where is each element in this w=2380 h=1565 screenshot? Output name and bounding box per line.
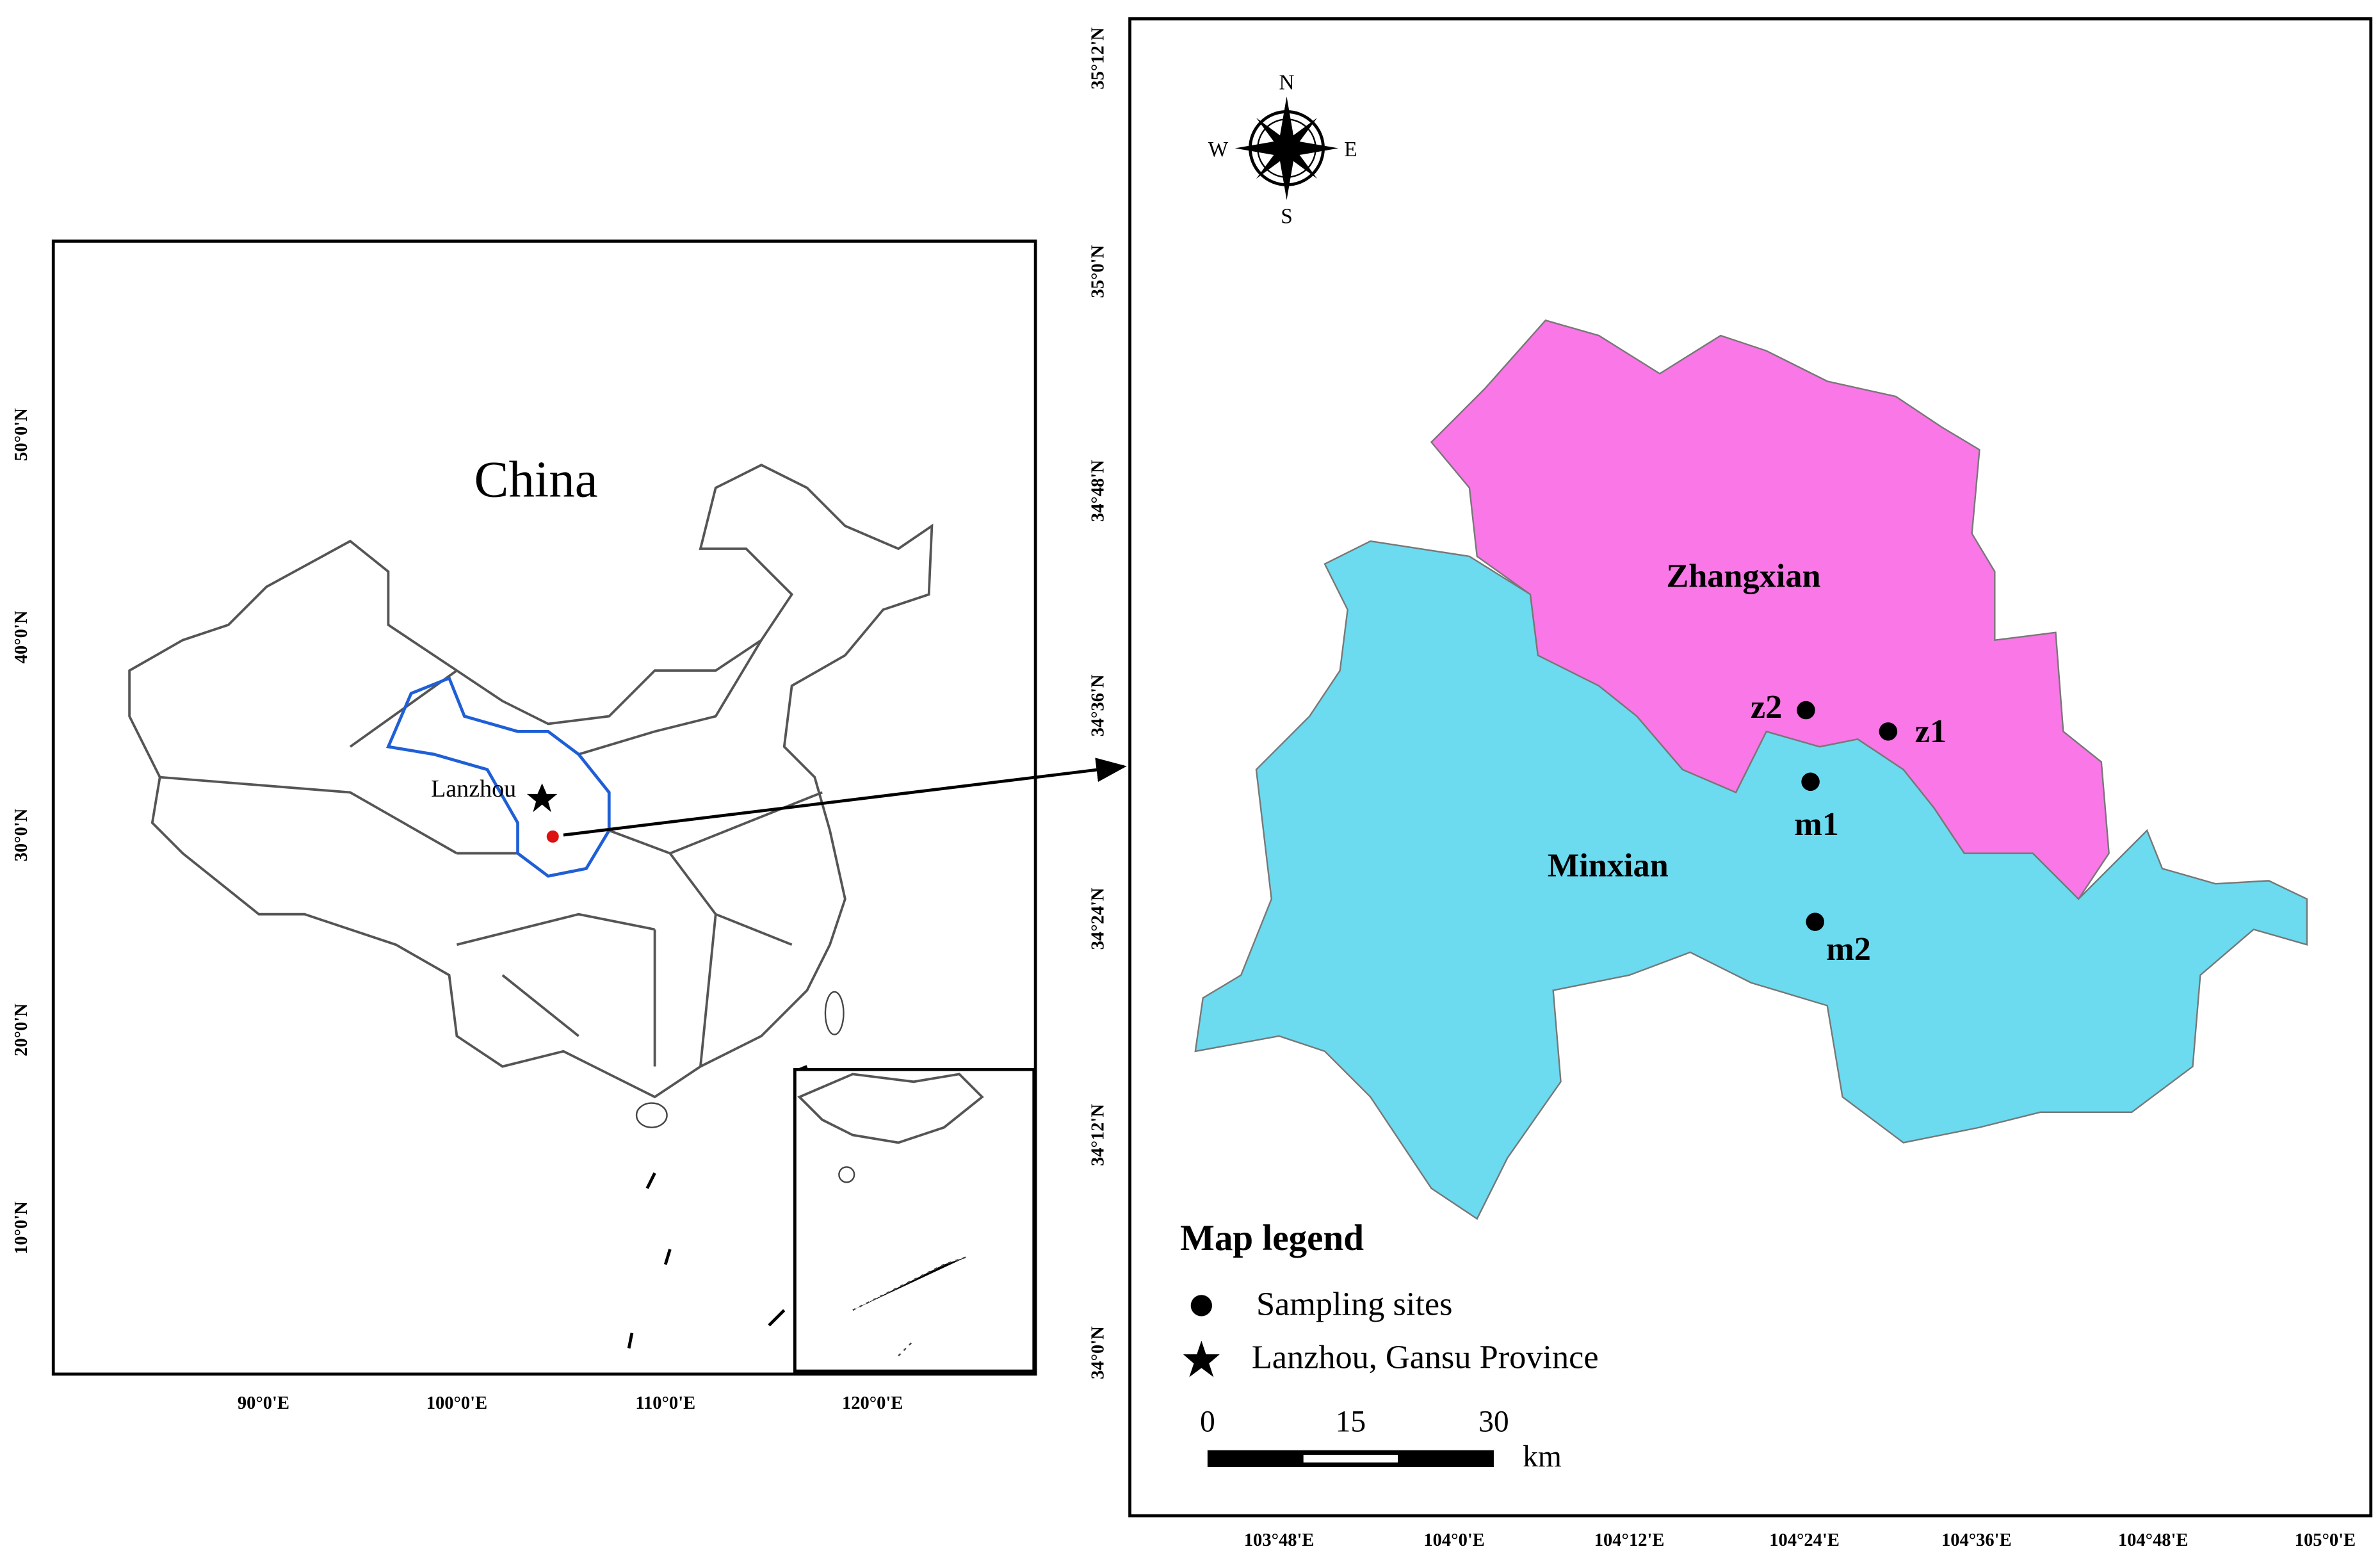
compass-letter: W: [1208, 138, 1229, 161]
legend-item: Lanzhou, Gansu Province: [1252, 1338, 1599, 1375]
compass-letter: S: [1281, 205, 1293, 229]
site-label: m1: [1794, 806, 1839, 843]
lon-label: 120°0'E: [842, 1393, 903, 1413]
site-dot: [1801, 772, 1820, 791]
scale-label: 30: [1478, 1405, 1509, 1438]
inset-islands: [852, 1256, 967, 1357]
site-label: z1: [1915, 713, 1947, 750]
scale-label: 15: [1336, 1405, 1366, 1438]
lon-label: 104°36'E: [1941, 1530, 2012, 1550]
compass-letter: N: [1279, 70, 1294, 94]
scale-label: 0: [1200, 1405, 1215, 1438]
lat-label: 34°12'N: [1089, 1104, 1108, 1166]
inset-frame: [793, 1067, 1036, 1373]
region-label: Zhangxian: [1666, 558, 1820, 595]
china-outline: [128, 464, 934, 1099]
lat-label: 10°0'N: [12, 1201, 31, 1254]
hainan: [635, 1102, 668, 1128]
taiwan: [824, 991, 845, 1035]
lat-label: 20°0'N: [12, 1003, 31, 1057]
scale-bar: [1207, 1450, 1494, 1467]
lon-label: 100°0'E: [426, 1393, 487, 1413]
lon-label: 90°0'E: [238, 1393, 289, 1413]
lat-label: 35°0'N: [1089, 245, 1108, 298]
arrow: [563, 758, 1127, 837]
lat-label: 35°12'N: [1089, 27, 1108, 89]
gansu-outline: [386, 676, 611, 878]
compass: [1235, 96, 1339, 200]
lat-label: 40°0'N: [12, 610, 31, 663]
study-area-dot: [546, 830, 559, 843]
sea-dashes: [627, 1065, 808, 1349]
lat-label: 50°0'N: [12, 408, 31, 461]
lon-label: 104°0'E: [1423, 1530, 1484, 1550]
legend-star: [1183, 1340, 1220, 1377]
lon-label: 104°24'E: [1769, 1530, 1840, 1550]
lat-label: 34°48'N: [1089, 460, 1108, 522]
inset-coast: [797, 1073, 984, 1144]
site-dot: [1879, 722, 1898, 741]
region-label: Minxian: [1548, 847, 1669, 884]
lat-label: 34°36'N: [1089, 674, 1108, 736]
compass-letter: E: [1344, 138, 1357, 161]
map-title: China: [474, 451, 598, 508]
lon-label: 104°48'E: [2118, 1530, 2189, 1550]
lat-label: 34°0'N: [1089, 1326, 1108, 1379]
province-lines: [159, 639, 823, 1067]
lon-label: 103°48'E: [1244, 1530, 1315, 1550]
lat-label: 34°24'N: [1089, 888, 1108, 950]
legend-dot: [1190, 1295, 1212, 1317]
inset-island: [838, 1166, 855, 1183]
site-dot: [1806, 912, 1824, 931]
study-frame: [1128, 17, 2373, 1518]
site-label: z2: [1751, 688, 1782, 726]
legend-title: Map legend: [1180, 1218, 1364, 1258]
lon-label: 104°12'E: [1594, 1530, 1665, 1550]
legend-item: Sampling sites: [1256, 1285, 1453, 1322]
site-label: m2: [1826, 930, 1871, 968]
china-frame: [51, 239, 1037, 1376]
lon-label: 105°0'E: [2295, 1530, 2356, 1550]
lanzhou-star: [526, 783, 558, 813]
lon-label: 110°0'E: [635, 1393, 695, 1413]
site-dot: [1797, 701, 1815, 720]
city-label: Lanzhou: [431, 775, 516, 802]
scale-unit: km: [1523, 1440, 1562, 1473]
zhangxian-area: [1430, 319, 2110, 900]
axis-labels: 50°0'N 40°0'N 30°0'N 20°0'N 10°0'N 90°0'E 100°…: [12, 27, 2356, 1550]
lat-label: 30°0'N: [12, 808, 31, 861]
